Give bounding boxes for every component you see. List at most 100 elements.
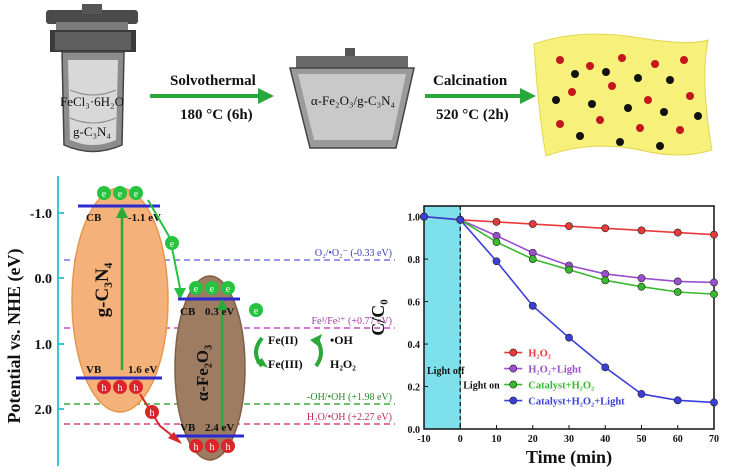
legend-swatch-dot <box>509 380 518 389</box>
x-tick-label: 40 <box>600 434 610 445</box>
fe-ellipse <box>174 275 246 461</box>
gcn-cb-label: CB <box>86 212 102 224</box>
y-tick-label: 0.2 <box>408 383 421 394</box>
svg-text:e: e <box>254 306 259 317</box>
data-point <box>528 220 537 228</box>
y-tick-label: 0.0 <box>408 425 421 436</box>
y-tick-label: 0.6 <box>408 298 421 309</box>
composite-sheet-icon <box>533 33 713 157</box>
svg-text:h: h <box>102 383 107 394</box>
fe-cb-label: CB <box>180 306 196 318</box>
svg-text:h: h <box>118 383 123 394</box>
legend: H₂O₂ H₂O₂+Light Catalyst+H₂O₂ Catalyst+H₂O₂… <box>504 349 625 408</box>
light-off-region <box>423 205 461 430</box>
x-tick-label: 70 <box>709 434 719 445</box>
fenton-cycle <box>254 334 323 368</box>
y-tick-label: 0.8 <box>408 255 421 266</box>
x-tick-label: 30 <box>564 434 574 445</box>
step1-label: Solvothermal <box>170 73 256 89</box>
x-tick-label: -10 <box>417 434 430 445</box>
legend-entry: Catalyst+H₂O₂+Light <box>528 397 625 408</box>
gcn-electrons: e e e <box>97 186 143 200</box>
fe2-label: Fe(II) <box>268 333 298 347</box>
x-ticks: -10 0 10 20 30 40 50 60 70 <box>417 425 719 445</box>
fe3-label: Fe(III) <box>268 357 303 371</box>
autoclave-line1: FeCl₃·6H₂O <box>60 94 124 109</box>
data-point <box>601 363 610 372</box>
arrow-solvothermal <box>150 88 274 104</box>
svg-text:e: e <box>102 189 107 200</box>
gcn-cb-value: -1.1 eV <box>128 212 161 224</box>
svg-text:e: e <box>134 189 139 200</box>
y-axis-label: Potential vs. NHE (eV) <box>4 249 25 424</box>
axis-ticks <box>58 212 64 410</box>
svg-text:e: e <box>210 284 215 295</box>
data-point <box>673 228 682 237</box>
svg-text:h: h <box>134 383 139 394</box>
data-point <box>637 390 646 398</box>
svg-text:h: h <box>150 408 155 419</box>
legend-entry: H₂O₂+Light <box>528 365 582 376</box>
autoclave-line2: g-C₃N₄ <box>73 124 111 139</box>
redox-label-fe: Fe³/Fe²⁺ (+0.77 eV) <box>311 316 392 327</box>
fe-vb-label: VB <box>180 422 196 434</box>
intermediate-label: α-Fe₂O₃/g-C₃N₄ <box>311 93 396 108</box>
data-point <box>673 277 682 286</box>
crucible-icon <box>289 48 415 149</box>
ytick-m1: -1.0 <box>30 207 52 222</box>
redox-label-h2o: H₂O/•OH (+2.27 eV) <box>307 412 392 423</box>
gcn-vb-label: VB <box>86 364 102 376</box>
x-tick-label: 20 <box>528 434 538 445</box>
x-tick-label: 60 <box>673 434 683 445</box>
chart-y-label: C/C₀ <box>368 299 388 335</box>
x-tick-label: 0 <box>458 434 463 445</box>
gcn-holes: h h h <box>97 380 143 394</box>
light-off-label: Light off <box>427 366 465 377</box>
data-point <box>637 282 646 291</box>
step2-conditions: 520 °C (2h) <box>436 107 509 123</box>
data-point <box>637 274 646 283</box>
arrow-calcination <box>425 88 536 104</box>
data-point <box>637 226 646 235</box>
svg-text:e: e <box>170 239 175 250</box>
degradation-chart: -10 0 10 20 30 40 50 60 70 0.0 0.2 0.4 0.6 0.8 1.0 H₂… <box>368 205 719 468</box>
data-point <box>492 238 501 247</box>
autoclave-icon <box>46 4 138 153</box>
data-point <box>710 230 718 239</box>
svg-text:e: e <box>194 284 199 295</box>
legend-swatch-dot <box>509 396 518 405</box>
step1-conditions: 180 °C (6h) <box>180 107 253 123</box>
svg-text:e: e <box>118 189 123 200</box>
transfer-electron: e <box>165 236 179 250</box>
legend-entry: H₂O₂ <box>528 349 551 360</box>
data-point <box>710 290 718 299</box>
svg-text:h: h <box>226 442 231 453</box>
fe-label: α-Fe₂O₃ <box>193 345 212 402</box>
light-on-label: Light on <box>463 381 500 392</box>
y-ticks: 0.0 0.2 0.4 0.6 0.8 1.0 <box>408 213 428 436</box>
legend-swatch-dot <box>509 364 518 373</box>
fe-electrons: e e e e <box>189 281 263 317</box>
legend-swatch-dot <box>509 348 518 357</box>
transfer-hole: h <box>145 405 159 419</box>
data-point <box>565 222 573 231</box>
x-tick-label: 50 <box>637 434 647 445</box>
data-point <box>456 215 465 224</box>
fe-cb-value: 0.3 eV <box>205 306 234 318</box>
fe-holes: h h h <box>189 439 235 453</box>
fe-vb-value: 2.4 eV <box>205 422 234 434</box>
data-point <box>492 218 501 226</box>
svg-text:h: h <box>194 442 199 453</box>
data-point <box>528 301 537 310</box>
data-point <box>420 212 428 221</box>
data-point <box>710 278 718 287</box>
redox-label-o2: O₂/•O₂⁻ (-0.33 eV) <box>315 248 392 259</box>
legend-entry: Catalyst+H₂O₂ <box>528 381 594 392</box>
h2o2-label: H₂O₂ <box>330 357 356 371</box>
data-point <box>710 398 718 407</box>
chart-x-label: Time (min) <box>526 447 612 468</box>
series-layer <box>420 212 718 407</box>
data-point <box>673 396 682 405</box>
oh-radical-label: •OH <box>330 333 354 347</box>
y-tick-label: 1.0 <box>408 213 421 224</box>
